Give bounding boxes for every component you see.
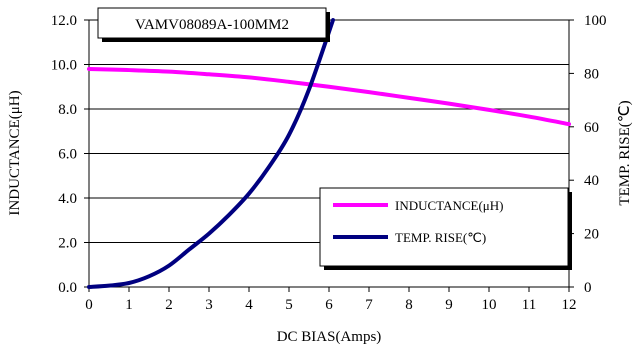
x-tick-label: 3 (205, 297, 213, 313)
y-tick-label: 8.0 (58, 102, 77, 118)
series-line-temp-rise (87, 18, 335, 289)
y-tick-label: 4.0 (58, 191, 77, 207)
y-axis-left-ticks: 0.0 2.0 4.0 6.0 8.0 10.0 12.0 (51, 13, 89, 296)
x-tick-label: 4 (245, 297, 253, 313)
y2-tick-label: 100 (584, 13, 607, 29)
x-tick-label: 12 (562, 297, 577, 313)
y-tick-label: 6.0 (58, 147, 77, 163)
y2-tick-label: 60 (584, 120, 599, 136)
legend-label-temp-rise: TEMP. RISE(℃) (395, 230, 486, 245)
y-tick-label: 0.0 (58, 280, 77, 296)
x-tick-label: 5 (285, 297, 293, 313)
legend-label-inductance: INDUCTANCE(μH) (395, 198, 503, 213)
y-tick-label: 12.0 (51, 13, 77, 29)
chart-title: VAMV08089A-100MM2 (135, 17, 289, 33)
x-tick-label: 1 (125, 297, 133, 313)
y-axis-right-ticks: 0 20 40 60 80 100 (569, 13, 607, 296)
series-line-inductance (87, 66, 571, 127)
y2-tick-label: 20 (584, 227, 599, 243)
x-axis-title: DC BIAS(Amps) (277, 329, 382, 345)
series-layer (87, 18, 571, 289)
y-tick-label: 10.0 (51, 58, 77, 74)
y-tick-label: 2.0 (58, 236, 77, 252)
y2-tick-label: 40 (584, 173, 599, 189)
x-tick-label: 6 (325, 297, 333, 313)
x-tick-label: 11 (522, 297, 536, 313)
x-tick-label: 0 (85, 297, 93, 313)
y2-tick-label: 0 (584, 280, 592, 296)
x-tick-label: 8 (405, 297, 413, 313)
y2-tick-label: 80 (584, 66, 599, 82)
y-axis-right-title: TEMP. RISE(℃) (617, 100, 633, 205)
x-tick-label: 9 (445, 297, 453, 313)
chart-title-box: VAMV08089A-100MM2 (97, 7, 330, 42)
x-tick-label: 10 (482, 297, 497, 313)
x-axis-ticks: 0 1 2 3 4 5 6 7 8 9 10 11 12 (85, 287, 577, 313)
legend: INDUCTANCE(μH) TEMP. RISE(℃) (319, 187, 572, 270)
x-tick-label: 2 (165, 297, 173, 313)
y-axis-left-title: INDUCTANCE(μH) (7, 90, 23, 215)
x-tick-label: 7 (365, 297, 373, 313)
